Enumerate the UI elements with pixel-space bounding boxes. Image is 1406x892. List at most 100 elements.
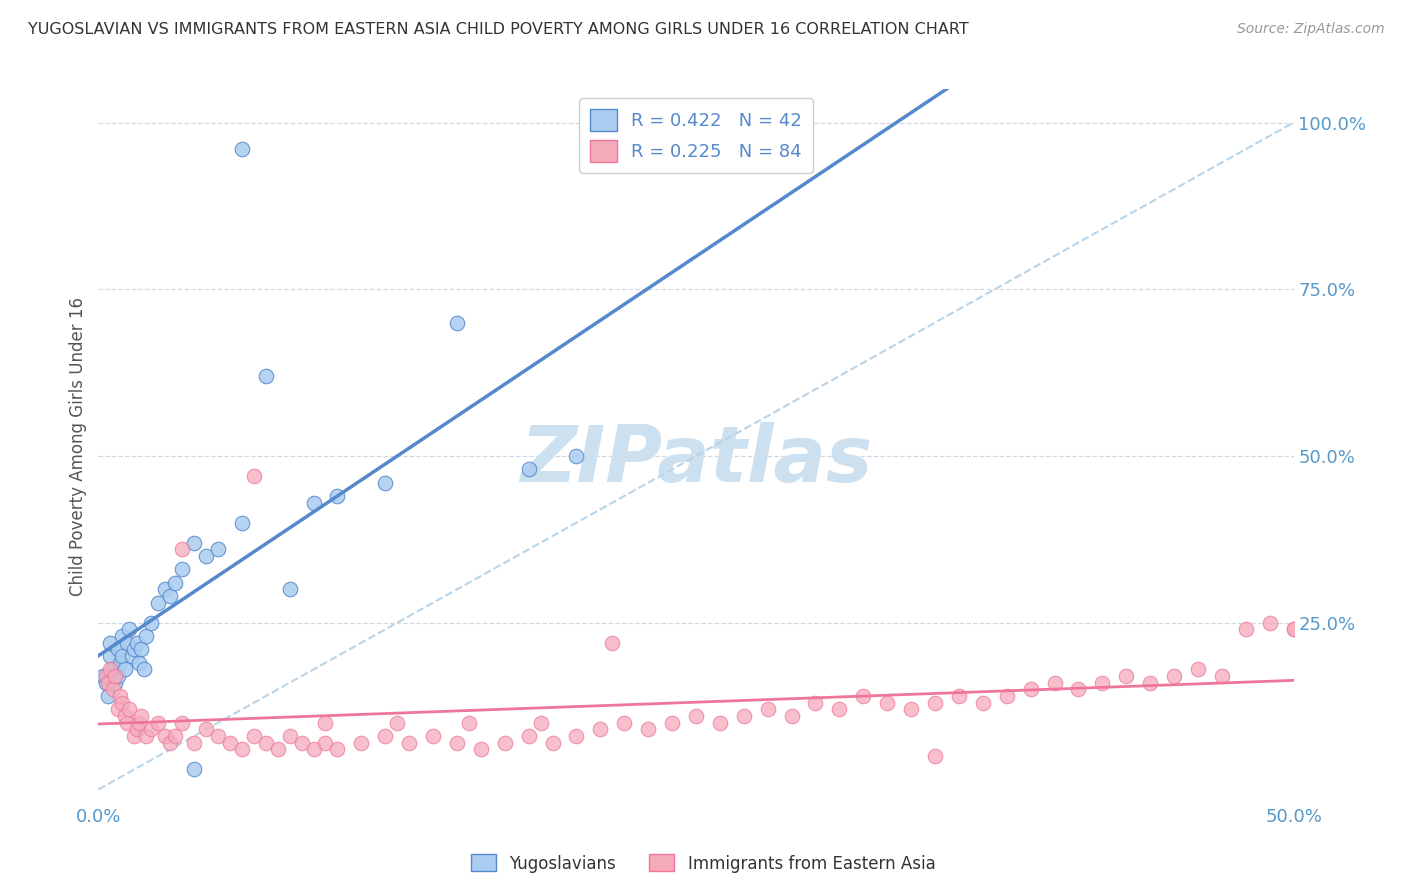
Text: YUGOSLAVIAN VS IMMIGRANTS FROM EASTERN ASIA CHILD POVERTY AMONG GIRLS UNDER 16 C: YUGOSLAVIAN VS IMMIGRANTS FROM EASTERN A…: [28, 22, 969, 37]
Point: [98, 662, 122, 676]
Point: [446, 736, 468, 750]
Point: [291, 736, 314, 750]
Point: [111, 649, 134, 664]
Point: [326, 489, 349, 503]
Point: [374, 729, 396, 743]
Point: [219, 736, 242, 750]
Point: [128, 715, 150, 730]
Point: [108, 656, 131, 670]
Point: [114, 709, 136, 723]
Point: [108, 689, 131, 703]
Point: [517, 729, 540, 743]
Point: [159, 589, 181, 603]
Point: [1187, 662, 1209, 676]
Point: [91, 669, 114, 683]
Point: [118, 702, 141, 716]
Point: [756, 702, 779, 716]
Point: [948, 689, 970, 703]
Text: ZIPatlas: ZIPatlas: [520, 422, 872, 499]
Point: [1258, 615, 1281, 630]
Legend: Yugoslavians, Immigrants from Eastern Asia: Yugoslavians, Immigrants from Eastern As…: [464, 847, 942, 880]
Point: [326, 742, 349, 756]
Point: [139, 615, 162, 630]
Point: [494, 736, 516, 750]
Point: [1282, 623, 1305, 637]
Point: [780, 709, 803, 723]
Point: [613, 715, 636, 730]
Point: [107, 642, 129, 657]
Point: [385, 715, 409, 730]
Point: [231, 516, 253, 530]
Point: [541, 736, 564, 750]
Point: [589, 723, 612, 737]
Point: [121, 649, 143, 664]
Point: [924, 696, 946, 710]
Point: [733, 709, 755, 723]
Point: [94, 669, 117, 683]
Point: [101, 682, 124, 697]
Point: [1067, 682, 1090, 697]
Point: [302, 496, 325, 510]
Point: [172, 715, 194, 730]
Point: [900, 702, 922, 716]
Point: [446, 316, 468, 330]
Point: [661, 715, 683, 730]
Point: [207, 729, 229, 743]
Point: [278, 729, 301, 743]
Point: [114, 662, 136, 676]
Point: [1091, 675, 1114, 690]
Point: [107, 702, 129, 716]
Point: [709, 715, 731, 730]
Text: Source: ZipAtlas.com: Source: ZipAtlas.com: [1237, 22, 1385, 37]
Point: [135, 629, 157, 643]
Point: [302, 742, 325, 756]
Point: [107, 669, 129, 683]
Point: [183, 736, 205, 750]
Point: [565, 449, 588, 463]
Point: [125, 636, 148, 650]
Point: [1115, 669, 1137, 683]
Point: [637, 723, 659, 737]
Point: [135, 729, 157, 743]
Point: [804, 696, 827, 710]
Point: [398, 736, 420, 750]
Point: [254, 736, 277, 750]
Point: [876, 696, 898, 710]
Point: [828, 702, 851, 716]
Point: [98, 636, 122, 650]
Point: [1282, 623, 1305, 637]
Point: [163, 575, 186, 590]
Point: [422, 729, 444, 743]
Y-axis label: Child Poverty Among Girls Under 16: Child Poverty Among Girls Under 16: [69, 296, 87, 596]
Point: [374, 475, 396, 490]
Point: [131, 642, 153, 657]
Point: [1163, 669, 1185, 683]
Point: [94, 675, 117, 690]
Point: [565, 729, 588, 743]
Point: [243, 729, 266, 743]
Point: [1043, 675, 1066, 690]
Point: [172, 562, 194, 576]
Point: [115, 636, 138, 650]
Point: [207, 542, 229, 557]
Point: [267, 742, 290, 756]
Point: [194, 549, 218, 563]
Point: [1211, 669, 1233, 683]
Point: [155, 582, 177, 597]
Point: [128, 656, 150, 670]
Point: [995, 689, 1018, 703]
Point: [243, 469, 266, 483]
Point: [350, 736, 373, 750]
Point: [685, 709, 707, 723]
Point: [159, 736, 181, 750]
Point: [163, 729, 186, 743]
Point: [315, 736, 337, 750]
Point: [924, 749, 946, 764]
Point: [1139, 675, 1161, 690]
Point: [194, 723, 218, 737]
Point: [183, 763, 205, 777]
Point: [125, 723, 148, 737]
Point: [602, 636, 624, 650]
Point: [172, 542, 194, 557]
Point: [517, 462, 540, 476]
